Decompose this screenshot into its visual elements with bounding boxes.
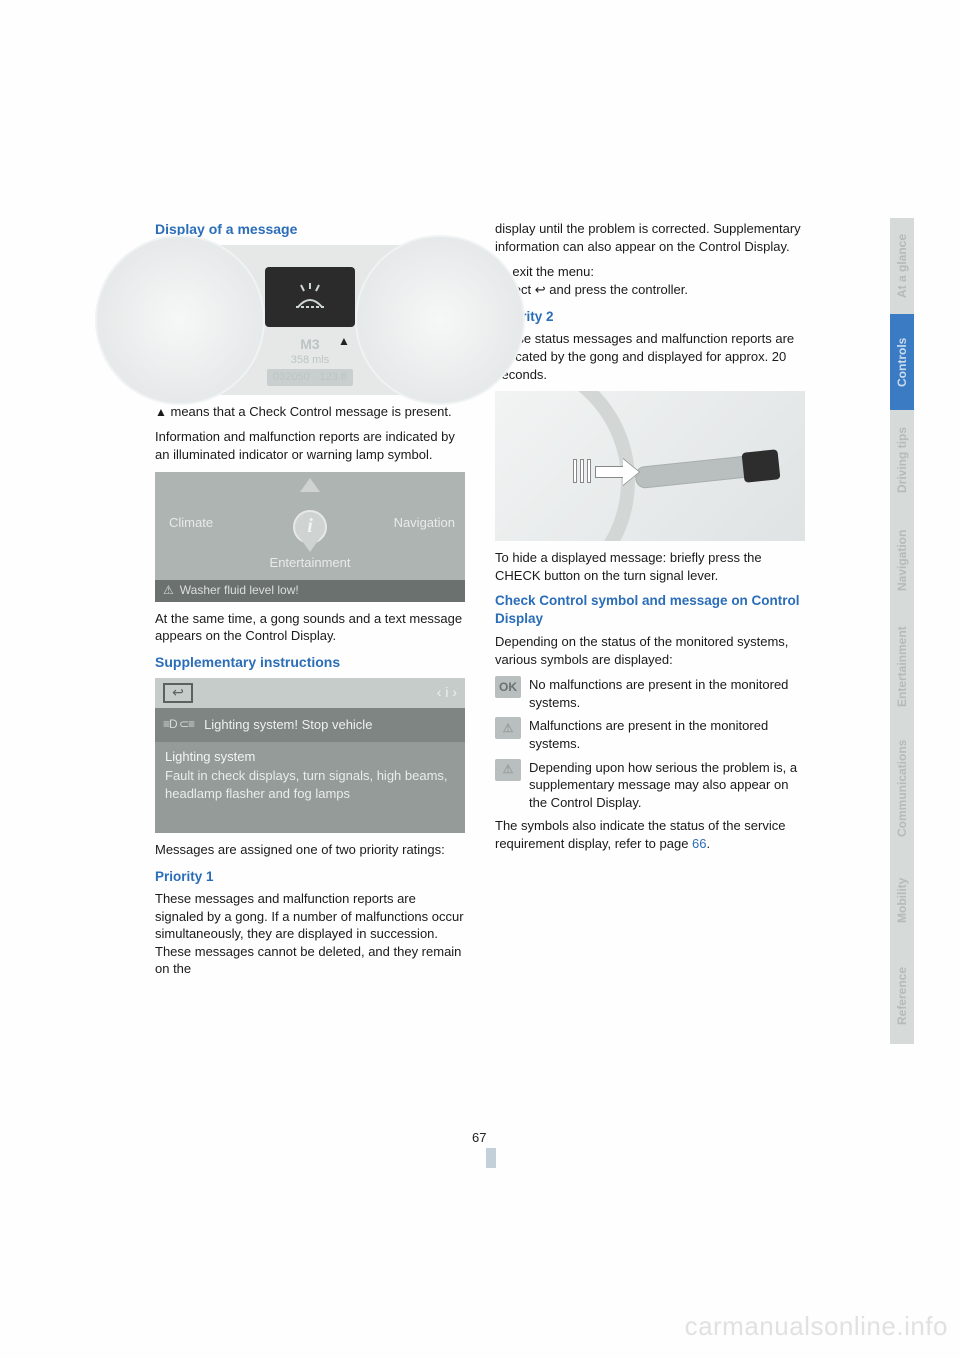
tab-navigation[interactable]: Navigation <box>890 510 914 610</box>
text: The symbols also indicate the status of … <box>495 818 785 851</box>
side-tabs: At a glanceControlsDriving tipsNavigatio… <box>890 218 914 1044</box>
washer-icon <box>290 277 330 317</box>
warn-symbol-icon: ⚠ <box>495 759 521 781</box>
heading-priority-2: Priority 2 <box>495 308 805 326</box>
para-priority-intro: Messages are assigned one of two priorit… <box>155 841 465 859</box>
right-column: display until the problem is corrected. … <box>495 220 805 986</box>
fig3-detail-body: Fault in check displays, turn signals, h… <box>165 767 455 802</box>
text: means that a Check Control message is pr… <box>167 404 452 419</box>
text: . <box>707 836 711 851</box>
heading-display-message: Display of a message <box>155 220 465 239</box>
stalk-tip <box>742 449 781 483</box>
page-marker <box>486 1148 496 1168</box>
para-hide-message: To hide a displayed message: briefly pre… <box>495 549 805 584</box>
back-arrow-icon: ↩ <box>535 282 546 297</box>
tab-driving-tips[interactable]: Driving tips <box>890 410 914 510</box>
tab-at-a-glance[interactable]: At a glance <box>890 218 914 314</box>
tab-entertainment[interactable]: Entertainment <box>890 610 914 724</box>
arrow-up-icon <box>300 478 320 492</box>
page-number: 67 <box>472 1130 486 1145</box>
heading-priority-1: Priority 1 <box>155 868 465 886</box>
arrow-down-icon <box>300 538 320 552</box>
gear-indicator: M3 <box>300 335 319 354</box>
tab-controls[interactable]: Controls <box>890 314 914 410</box>
para-priority-2: These status messages and malfunction re… <box>495 330 805 383</box>
status-bar: ⚠ Washer fluid level low! <box>155 580 465 602</box>
warning-triangle-icon: ▲ <box>338 333 350 349</box>
info-nav-icon: ‹ i › <box>437 683 457 702</box>
heading-check-control-symbol: Check Control symbol and message on Cont… <box>495 592 805 627</box>
idrive-main: Climate i Navigation Entertainment <box>155 472 465 580</box>
symbol-row-warn2: ⚠ Depending upon how serious the problem… <box>495 759 805 812</box>
fig3-topbar: ↩ ‹ i › <box>155 678 465 708</box>
tab-communications[interactable]: Communications <box>890 724 914 852</box>
menu-navigation: Navigation <box>394 514 455 532</box>
odometer: 032050 · 123.8 <box>267 369 353 386</box>
fig3-detail-block: Lighting system Fault in check displays,… <box>155 742 465 833</box>
warn-symbol-icon: ⚠ <box>495 717 521 739</box>
symbol-row-warn: ⚠ Malfunctions are present in the monito… <box>495 717 805 752</box>
symbol-warn2-text: Depending upon how serious the problem i… <box>529 759 805 812</box>
figure-dashboard: M3 ▲ 358 mls 032050 · 123.8 <box>155 245 465 395</box>
menu-entertainment: Entertainment <box>270 554 351 572</box>
menu-climate: Climate <box>169 514 213 532</box>
symbol-ok-text: No malfunctions are present in the monit… <box>529 676 805 711</box>
para-info-malfunction: Information and malfunction reports are … <box>155 428 465 463</box>
indicator-bars <box>573 459 591 483</box>
para-exit-menu: To exit the menu: Select ↩ and press the… <box>495 263 805 298</box>
gauge-left <box>95 235 265 405</box>
status-bar-text: Washer fluid level low! <box>180 582 299 598</box>
range-miles: 358 mls <box>291 353 330 368</box>
page-content: Display of a message M3 ▲ 358 mls 032050… <box>155 220 815 986</box>
heading-supplementary: Supplementary instructions <box>155 653 465 672</box>
text: and press the controller. <box>546 282 688 297</box>
symbol-warn-text: Malfunctions are present in the monitore… <box>529 717 805 752</box>
warning-triangle-icon: ▲ <box>155 405 167 419</box>
para-gong-text: At the same time, a gong sounds and a te… <box>155 610 465 645</box>
ok-symbol-icon: OK <box>495 676 521 698</box>
para-symbols-intro: Depending on the status of the monitored… <box>495 633 805 668</box>
figure-supplementary: ↩ ‹ i › ≡D ⊂≡ Lighting system! Stop vehi… <box>155 678 465 833</box>
figure-idrive-menu: Climate i Navigation Entertainment ⚠ Was… <box>155 472 465 602</box>
left-column: Display of a message M3 ▲ 358 mls 032050… <box>155 220 465 986</box>
press-arrow-icon <box>595 459 639 485</box>
para-check-control-present: ▲ means that a Check Control message is … <box>155 403 465 421</box>
turn-signal-stalk <box>634 455 756 489</box>
tab-reference[interactable]: Reference <box>890 948 914 1044</box>
tab-mobility[interactable]: Mobility <box>890 852 914 948</box>
watermark: carmanualsonline.info <box>685 1311 948 1342</box>
para-priority-1: These messages and malfunction reports a… <box>155 890 465 978</box>
fig3-alert-row: ≡D ⊂≡ Lighting system! Stop vehicle <box>155 708 465 742</box>
figure-steering-lever <box>495 391 805 541</box>
fig3-detail-title: Lighting system <box>165 748 455 766</box>
gauge-right <box>355 235 525 405</box>
symbol-row-ok: OK No malfunctions are present in the mo… <box>495 676 805 711</box>
lighting-icon: ≡D ⊂≡ <box>163 716 194 732</box>
warning-icon: ⚠ <box>163 582 174 598</box>
cluster-center-display <box>265 267 355 327</box>
para-service-ref: The symbols also indicate the status of … <box>495 817 805 852</box>
page-link-66[interactable]: 66 <box>692 836 706 851</box>
para-display-until: display until the problem is corrected. … <box>495 220 805 255</box>
back-icon: ↩ <box>163 683 193 703</box>
fig3-alert-text: Lighting system! Stop vehicle <box>204 716 372 734</box>
